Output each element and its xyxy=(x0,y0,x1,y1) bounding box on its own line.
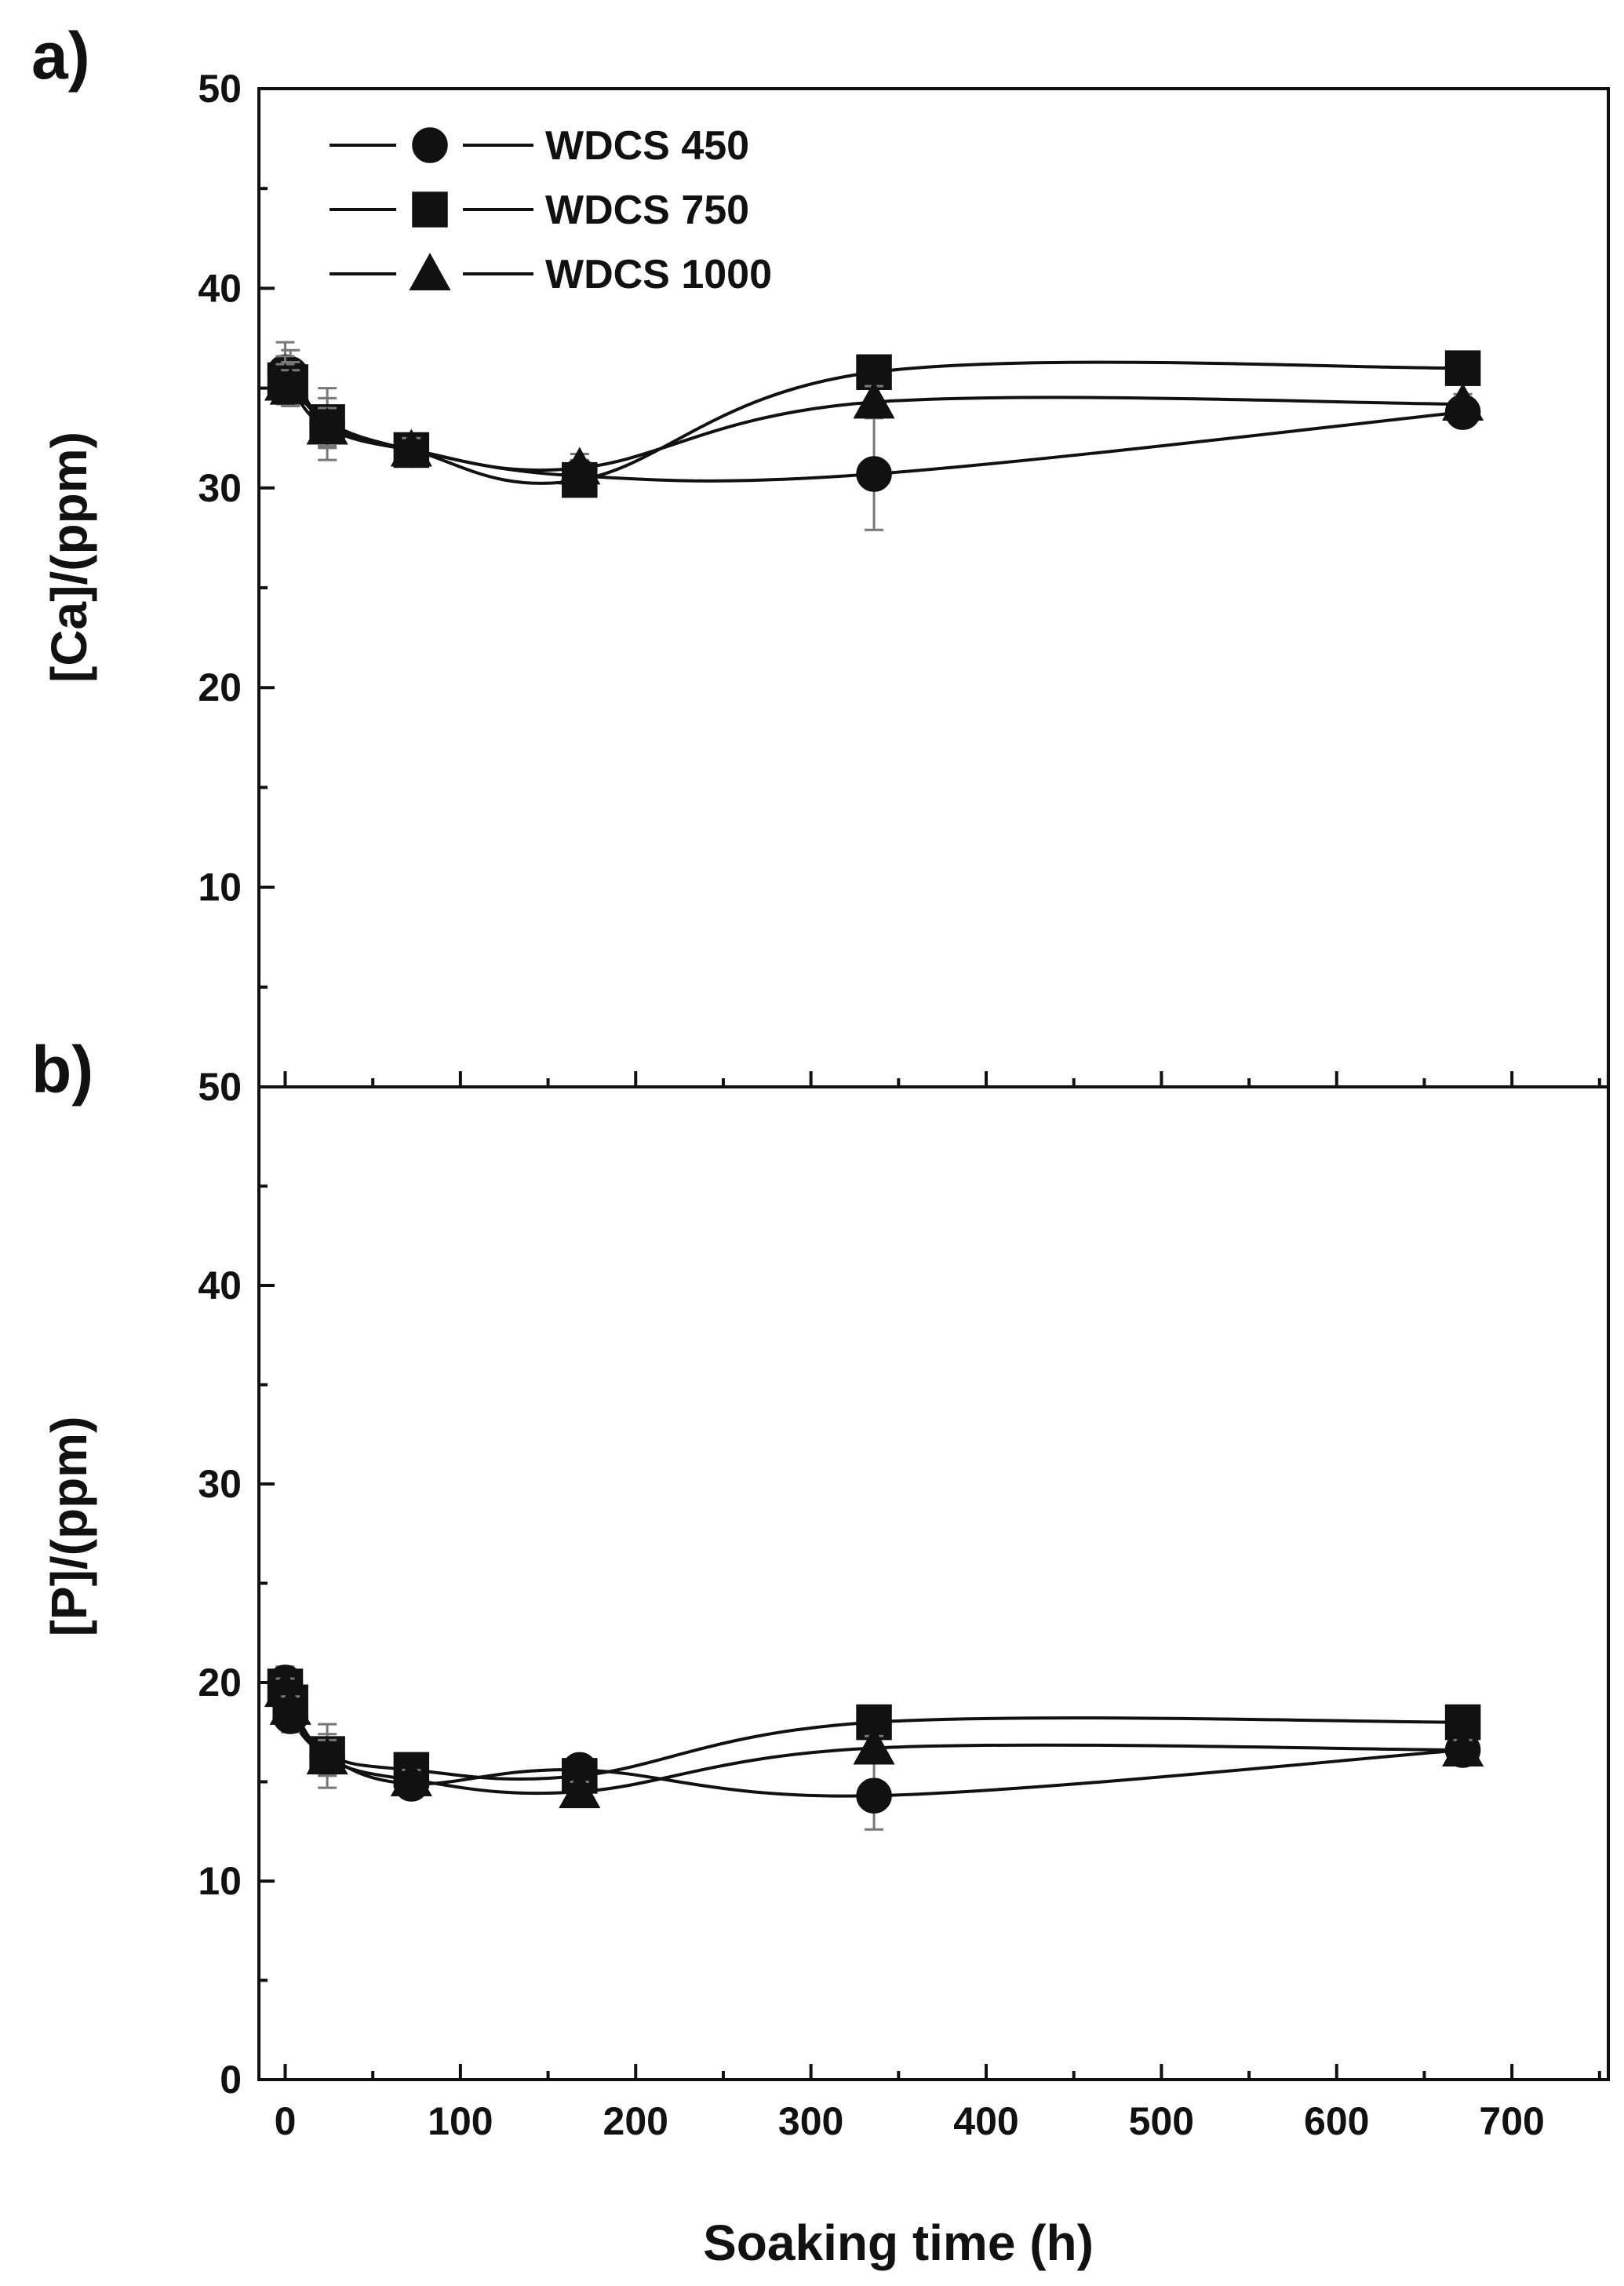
legend-marker-2 xyxy=(409,253,451,290)
panel-b-ytick-label: 40 xyxy=(198,1263,242,1307)
panel-a-ylabel: [Ca]/(ppm) xyxy=(41,432,97,683)
panel-b-ytick-label: 50 xyxy=(198,1065,242,1109)
panel-b-ytick-label: 20 xyxy=(198,1661,242,1704)
panel-b-series-2-point xyxy=(853,1726,895,1765)
panel-b-xtick-label: 200 xyxy=(603,2099,668,2143)
panel-b-ytick-label: 10 xyxy=(198,1859,242,1903)
legend-marker-1 xyxy=(412,191,448,228)
legend: WDCS 450 WDCS 750 WDCS 1000 xyxy=(330,123,772,297)
panel-b-ylabel: [P]/(ppm) xyxy=(41,1416,97,1637)
panel-a-ytick-label: 10 xyxy=(198,866,242,910)
panel-b-series-2-point xyxy=(390,1759,432,1796)
panel-a-ytick-label: 0 xyxy=(220,1065,242,1109)
panel-a-series-2-point xyxy=(559,447,601,485)
panel-a-series-2 xyxy=(264,363,1484,485)
panel-b-series-2-point xyxy=(306,1737,348,1775)
panel-a-ytick-label: 50 xyxy=(198,67,242,111)
panel-b-series-0-point xyxy=(856,1777,892,1814)
panel-a-series-2-point xyxy=(269,366,311,405)
panel-b-xtick-label: 300 xyxy=(778,2099,843,2143)
panel-b-xtick-label: 500 xyxy=(1129,2099,1194,2143)
panel-a-series-1-point xyxy=(1444,350,1481,386)
panel-b-ytick-label: 0 xyxy=(220,2058,242,2102)
legend-label-2: WDCS 1000 xyxy=(545,252,772,297)
legend-marker-0 xyxy=(412,127,448,163)
x-axis-title: Soaking time (h) xyxy=(703,2215,1094,2271)
legend-label-0: WDCS 450 xyxy=(545,123,749,169)
panel-a-series-2-point xyxy=(306,407,348,445)
panel-a-series-2-point xyxy=(1442,383,1484,421)
panel-b-series-2 xyxy=(264,1669,1484,1809)
panel-a-ytick-label: 20 xyxy=(198,665,242,709)
panel-a-series-2-point xyxy=(390,428,432,467)
panel-a-label: a) xyxy=(31,19,90,93)
panel-b-xtick-label: 100 xyxy=(428,2099,493,2143)
panel-a-ytick-label: 30 xyxy=(198,466,242,510)
panel-b-series-2-point xyxy=(559,1770,601,1809)
panel-b-xtick-label: 600 xyxy=(1304,2099,1369,2143)
panel-a-series-0-point xyxy=(856,456,892,492)
panel-a-series-2-point xyxy=(853,381,895,419)
panel-b-series-2-point xyxy=(1442,1729,1484,1767)
panel-b-xtick-label: 400 xyxy=(953,2099,1018,2143)
panel-b-xtick-label: 700 xyxy=(1479,2099,1544,2143)
panel-b-xtick-label: 0 xyxy=(275,2099,297,2143)
legend-label-1: WDCS 750 xyxy=(545,188,749,233)
panel-b-ytick-label: 30 xyxy=(198,1462,242,1506)
panel-b-series-2-point xyxy=(269,1687,311,1725)
panel-a-ytick-label: 40 xyxy=(198,266,242,310)
panel-b-label: b) xyxy=(31,1033,93,1107)
panel-a-plot: 0 10 20 30 40 50 xyxy=(198,67,1610,1109)
